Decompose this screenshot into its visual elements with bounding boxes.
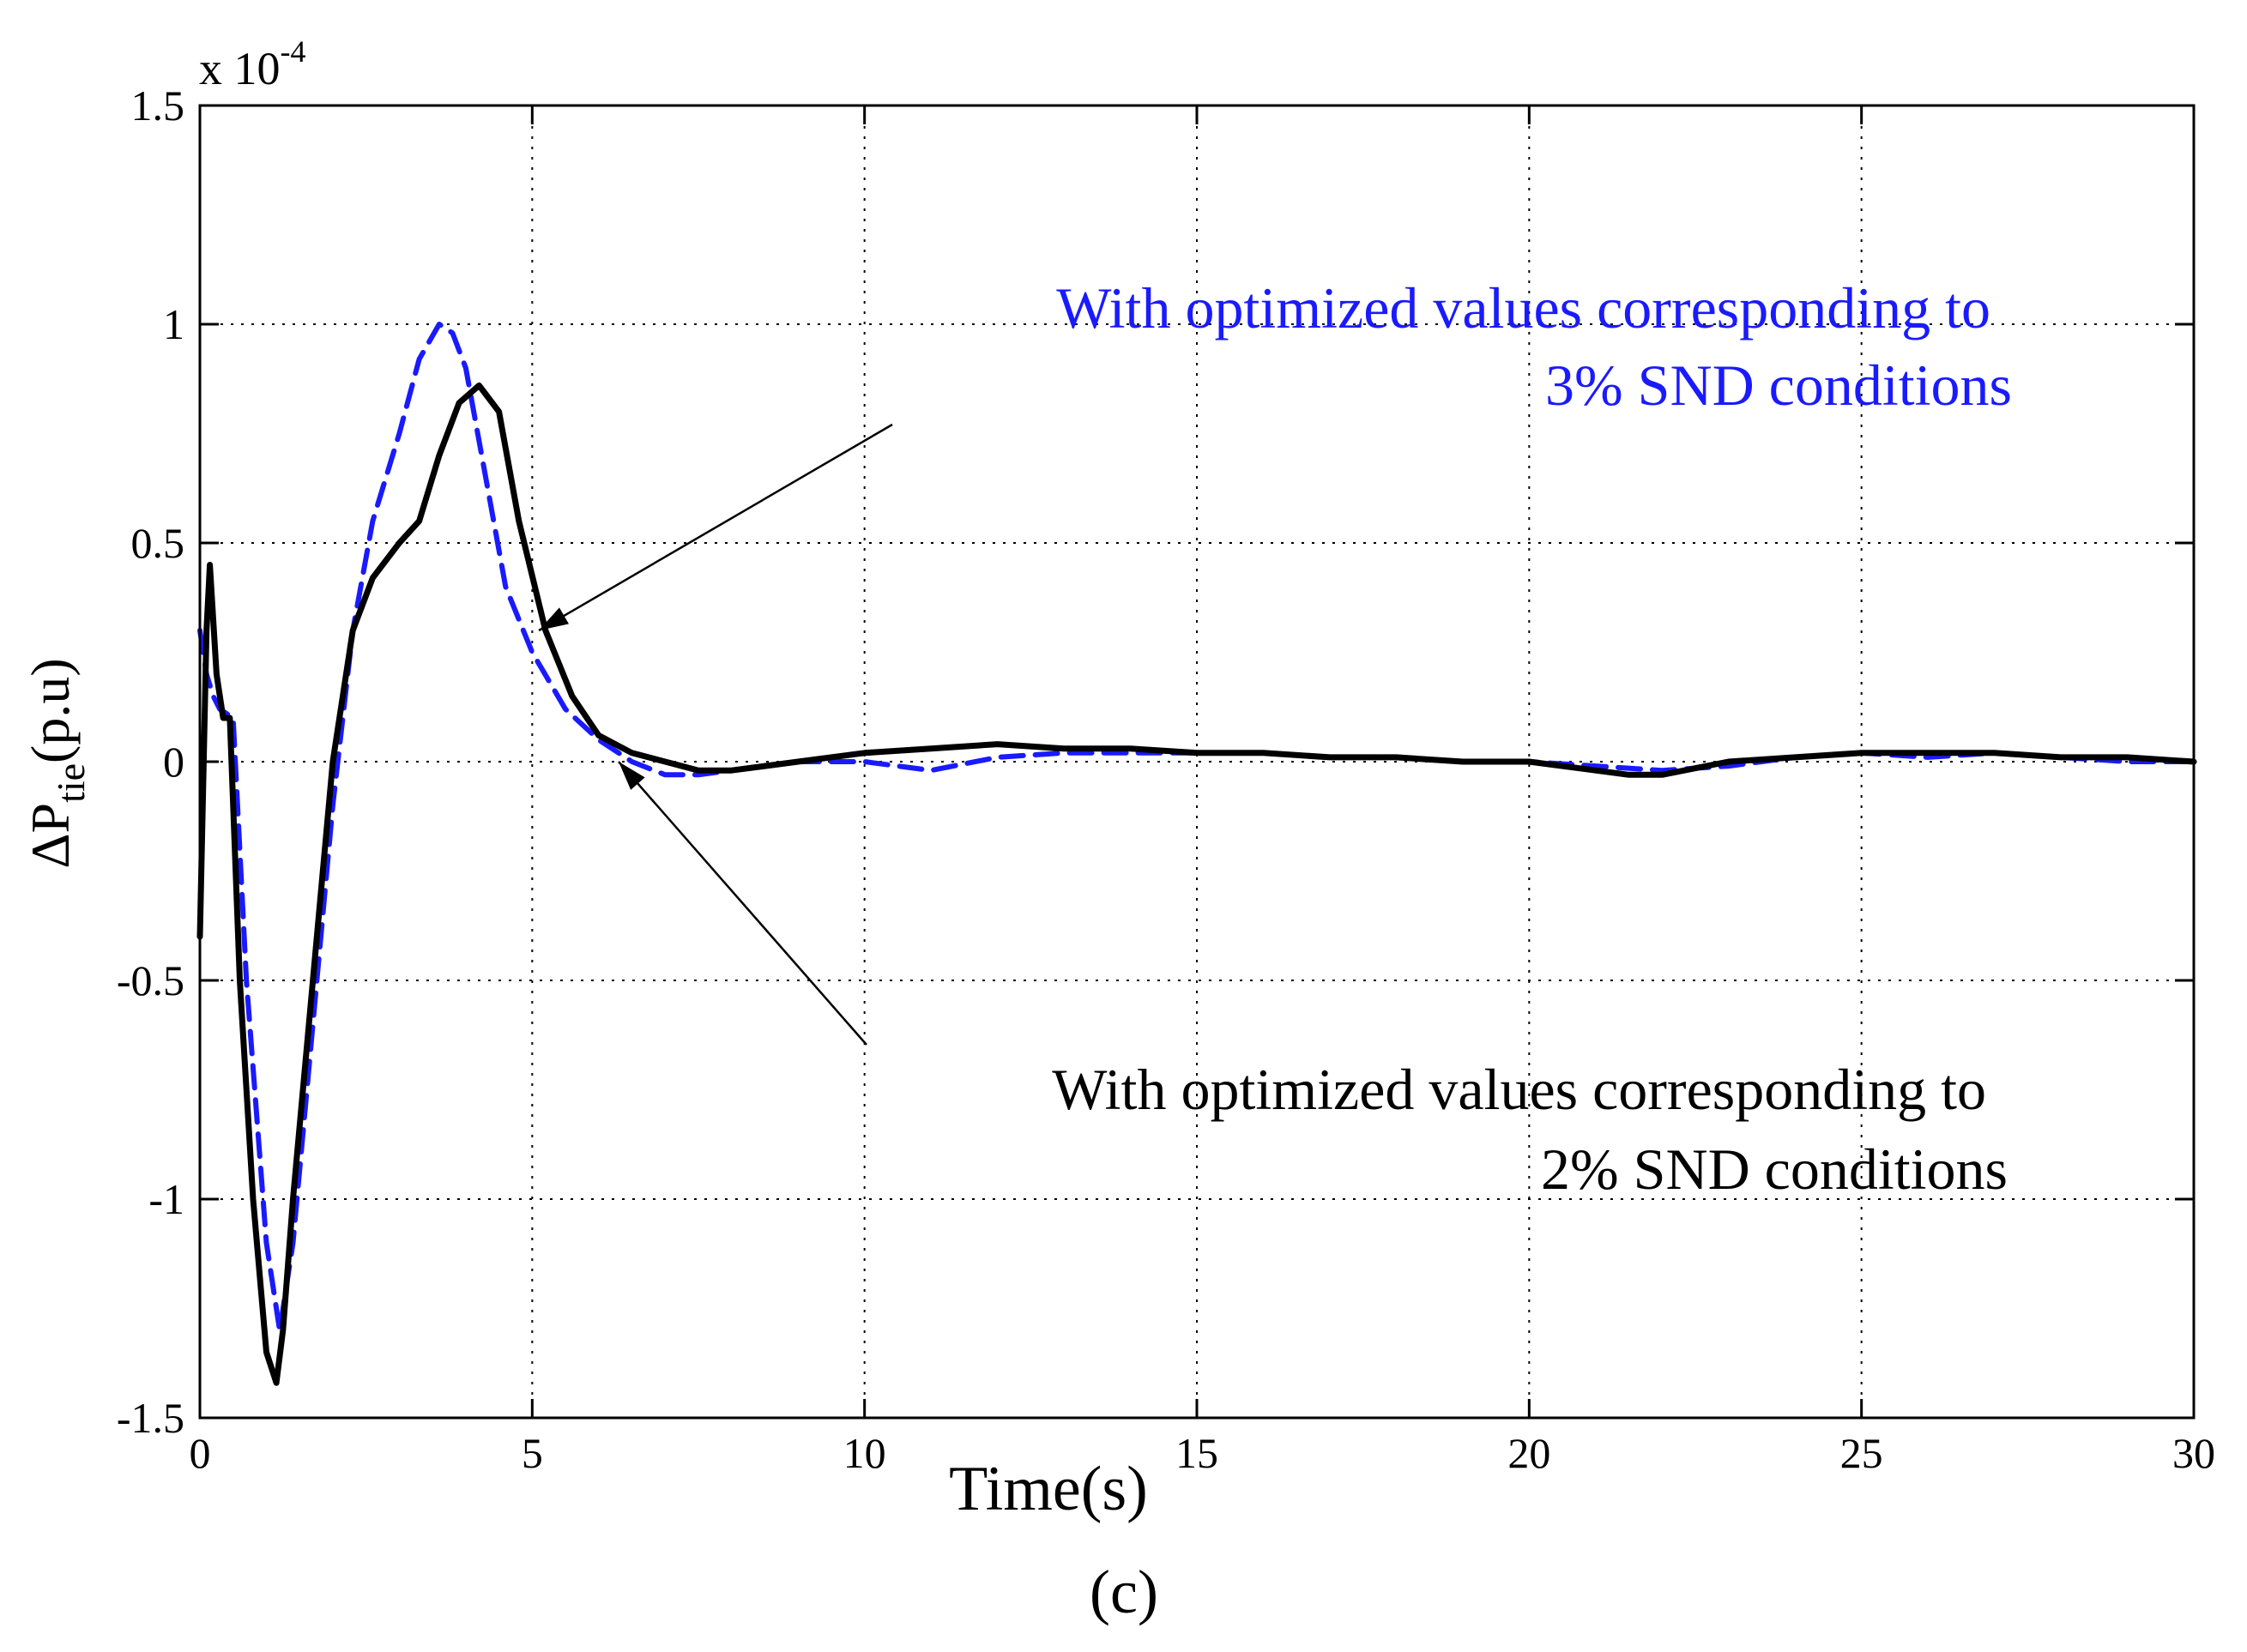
tick-labels: 0 5 10 15 20 25 30 -1.5 -1 -0.5 0 0.5 1 1.5 — [117, 81, 2215, 1477]
annotation-3pct: With optimized values corresponding to 3… — [538, 275, 2012, 632]
y-tick-label: 0.5 — [131, 519, 185, 567]
y-tick-label: -0.5 — [117, 956, 184, 1004]
y-tick-label: -1.5 — [117, 1394, 184, 1442]
x-axis-label: Time(s) — [949, 1454, 1148, 1524]
annotation-2pct: With optimized values corresponding to 2… — [618, 761, 2008, 1202]
y-tick-label: 1 — [163, 300, 184, 348]
annotation-3pct-line1: With optimized values corresponding to — [1056, 275, 1990, 341]
grid — [200, 106, 2194, 1418]
y-tick-label: 0 — [163, 738, 184, 786]
x-tick-label: 30 — [2172, 1429, 2215, 1477]
annotation-3pct-arrow — [538, 423, 893, 632]
annotation-3pct-line2: 3% SND conditions — [1545, 353, 2012, 418]
annotation-3pct-arrowhead — [539, 607, 569, 630]
x-tick-label: 20 — [1507, 1429, 1550, 1477]
annotation-2pct-arrow — [618, 761, 867, 1046]
annotation-2pct-line1: With optimized values corresponding to — [1052, 1057, 1986, 1122]
y-tick-label: -1 — [148, 1175, 184, 1223]
figure-caption: (c) — [1090, 1558, 1158, 1626]
x-tick-label: 25 — [1840, 1429, 1883, 1477]
x-tick-label: 15 — [1175, 1429, 1218, 1477]
x-tick-label: 0 — [190, 1429, 211, 1477]
x-tick-label: 10 — [843, 1429, 886, 1477]
annotation-2pct-line2: 2% SND conditions — [1541, 1137, 2008, 1202]
y-axis-label: ΔPtie(p.u) — [20, 658, 93, 868]
y-multiplier: x 10-4 — [199, 34, 306, 94]
series-layer — [196, 322, 2197, 1386]
ticks — [198, 104, 2196, 1420]
y-tick-label: 1.5 — [131, 81, 185, 130]
annotation-2pct-arrowhead — [619, 762, 645, 790]
x-tick-label: 5 — [522, 1429, 543, 1477]
series-line-3pct-snd — [197, 322, 2196, 1333]
series-line-2pct-snd — [196, 382, 2197, 1386]
